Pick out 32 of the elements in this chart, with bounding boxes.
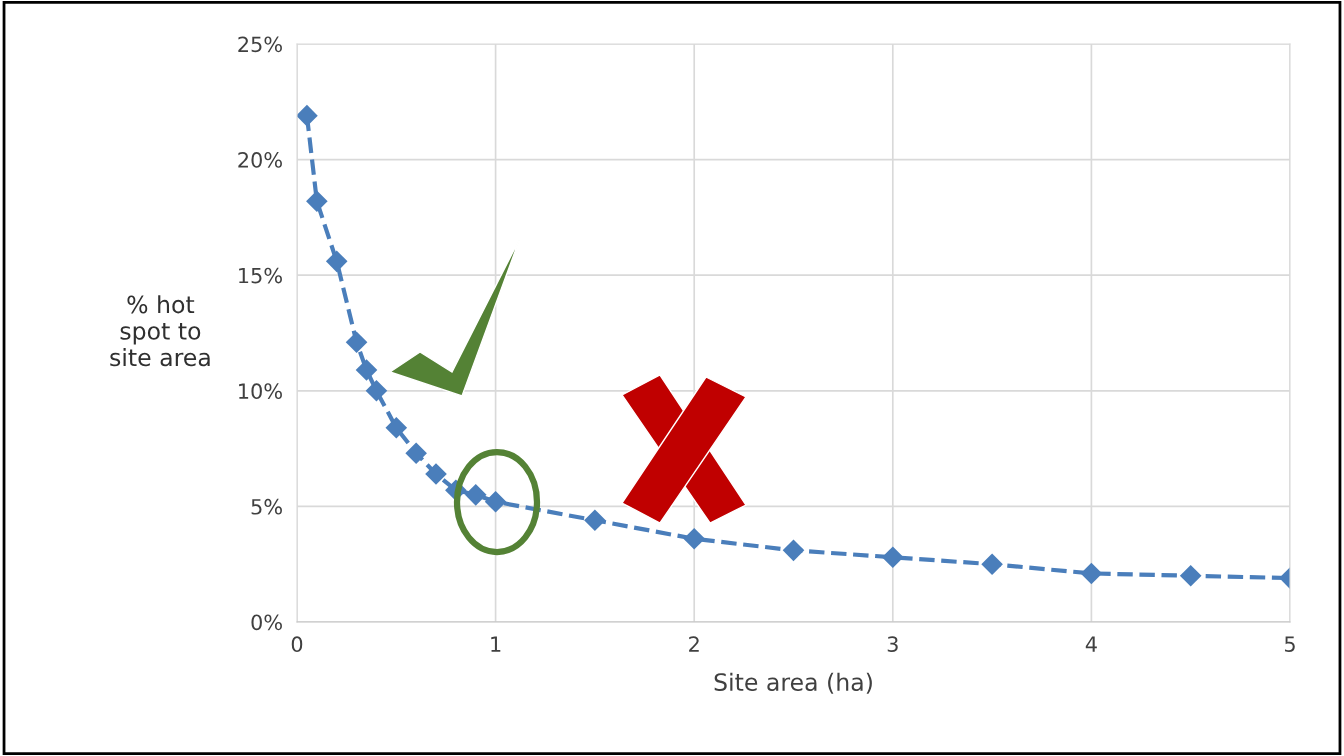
y-axis-title: % hot spot to site area bbox=[110, 295, 210, 367]
y-tick-label: 5% bbox=[251, 498, 282, 515]
x-axis-title: Site area (ha) bbox=[714, 672, 872, 694]
point bbox=[405, 442, 427, 465]
point bbox=[981, 553, 1003, 575]
x-tick-label: 1 bbox=[491, 636, 501, 652]
point bbox=[464, 484, 487, 506]
y-tick-label: 0% bbox=[251, 614, 282, 631]
x-tick-label: 0 bbox=[291, 636, 303, 653]
point bbox=[425, 463, 447, 485]
x-tick-label: 4 bbox=[1085, 636, 1097, 652]
point bbox=[683, 527, 705, 550]
point bbox=[1179, 564, 1202, 587]
x-tick-label: 5 bbox=[1284, 636, 1295, 653]
point bbox=[1080, 562, 1103, 585]
point bbox=[782, 539, 805, 562]
point bbox=[345, 331, 368, 354]
point bbox=[385, 416, 408, 439]
point bbox=[584, 509, 606, 532]
y-tick-label: 20% bbox=[238, 152, 282, 168]
x-tick-label: 3 bbox=[887, 636, 898, 653]
y-tick-label: 25% bbox=[238, 36, 282, 53]
point bbox=[365, 380, 388, 402]
point bbox=[484, 490, 507, 513]
point bbox=[297, 104, 318, 127]
point bbox=[882, 546, 904, 569]
y-tick-label: 10% bbox=[239, 383, 282, 400]
x-tick-label: 2 bbox=[689, 636, 699, 652]
y-tick-label: 15% bbox=[239, 267, 282, 284]
point bbox=[325, 250, 348, 273]
point bbox=[306, 190, 328, 213]
point bbox=[355, 359, 378, 381]
